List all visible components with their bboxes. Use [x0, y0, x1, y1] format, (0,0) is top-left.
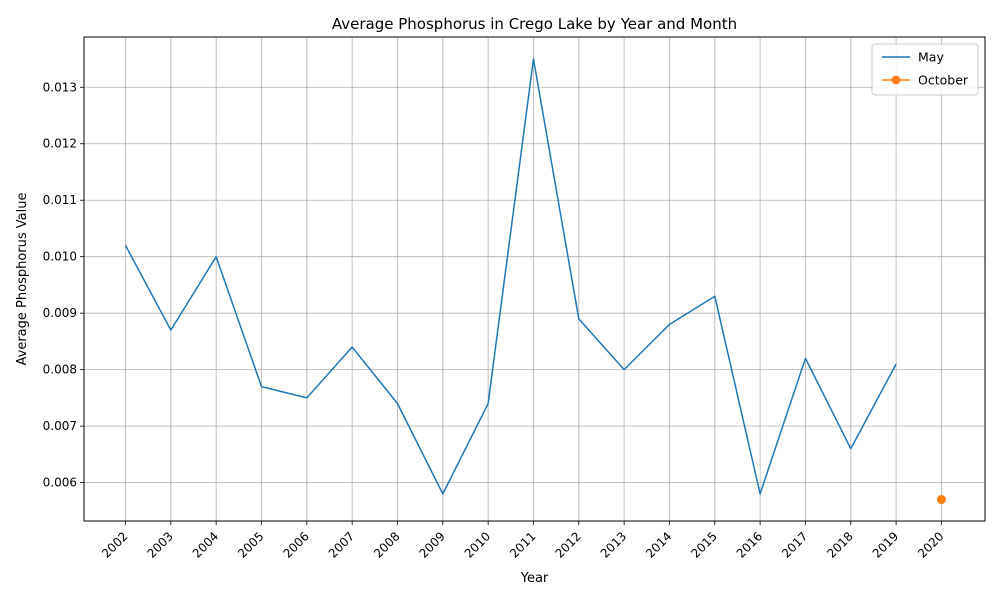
y-tick-label: 0.007 [43, 419, 77, 433]
y-tick-label: 0.010 [43, 250, 77, 264]
y-axis-label: Average Phosphorus Value [15, 193, 30, 366]
legend-label-october: October [918, 73, 969, 88]
legend-label-may: May [918, 50, 944, 65]
y-tick-label: 0.013 [43, 80, 77, 94]
legend-marker-october [892, 76, 901, 85]
x-axis-label: Year [520, 571, 549, 586]
y-tick-label: 0.012 [43, 137, 77, 151]
legend: May October [872, 44, 978, 95]
y-tick-label: 0.009 [43, 306, 77, 320]
y-tick-label: 0.006 [43, 476, 77, 490]
data-point-october [937, 495, 946, 504]
chart-title: Average Phosphorus in Crego Lake by Year… [332, 15, 737, 33]
y-tick-label: 0.008 [43, 363, 77, 377]
y-tick-label: 0.011 [43, 193, 77, 207]
